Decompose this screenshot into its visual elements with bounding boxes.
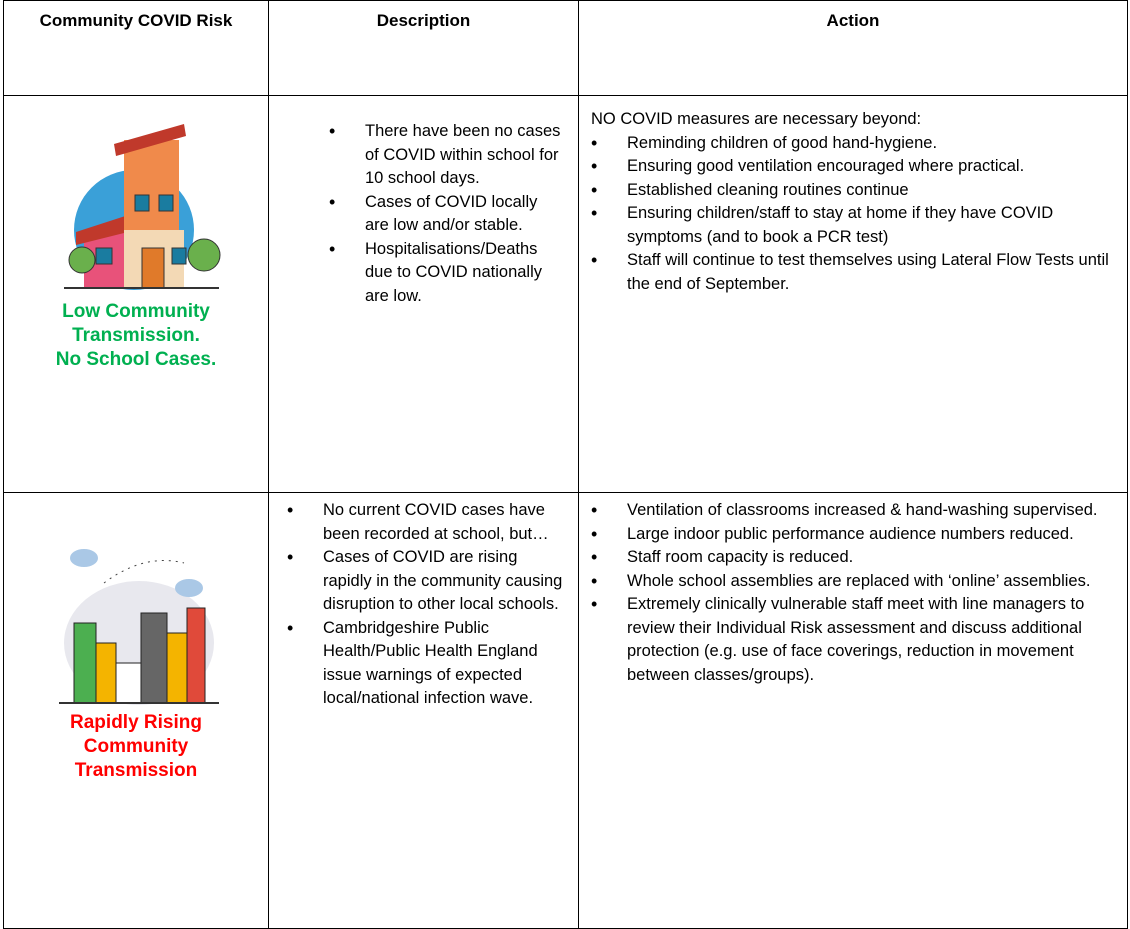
header-cell: Description [268,0,579,96]
risk-label: Low Community Transmission. No School Case… [4,300,268,372]
action-item: Staff room capacity is reduced. [591,546,1119,570]
action-item: Whole school assemblies are replaced wit… [591,570,1119,594]
action-item: Ventilation of classrooms increased & ha… [591,499,1119,523]
risk-line: Transmission [74,760,198,781]
city-icon [59,549,219,705]
action-intro: NO COVID measures are necessary beyond: [591,110,922,128]
action-item: Ensuring children/staff to stay at home … [591,202,1119,249]
description-item: Cambridgeshire Public Health/Public Heal… [287,617,570,711]
action-item: Ensuring good ventilation encouraged whe… [591,155,1119,179]
header-cell: Action [578,0,1128,96]
risk-label: Rapidly Rising Community Transmission [4,711,268,783]
risk-line: Low Community [62,301,210,322]
risk-line: Rapidly Rising [70,712,202,733]
description-cell: There have been no cases of COVID within… [268,95,579,493]
row: Rapidly Rising Community Transmission No c… [3,492,1128,929]
risk-cell: Rapidly Rising Community Transmission [3,492,269,929]
description-cell: No current COVID cases have been recorde… [268,492,579,929]
header-cell: Community COVID Risk [3,0,269,96]
action-item: Extremely clinically vulnerable staff me… [591,593,1119,687]
risk-line: No School Cases. [55,349,217,370]
risk-table: Community COVID Risk Description Action [3,0,1128,929]
action-item: Large indoor public performance audience… [591,523,1119,547]
action-item: Reminding children of good hand-hygiene. [591,132,1119,156]
action-item: Established cleaning routines continue [591,179,1119,203]
description-item: Cases of COVID locally are low and/or st… [329,191,562,238]
description-item: There have been no cases of COVID within… [329,120,562,191]
row: Low Community Transmission. No School Case… [3,95,1128,493]
action-cell: NO COVID measures are necessary beyond: … [578,95,1128,493]
house-icon [64,124,221,290]
description-item: No current COVID cases have been recorde… [287,499,570,546]
risk-cell: Low Community Transmission. No School Case… [3,95,269,493]
risk-line: Community [83,736,189,757]
action-cell: Ventilation of classrooms increased & ha… [578,492,1128,929]
risk-line: Transmission. [72,325,200,346]
description-item: Hospitalisations/Deaths due to COVID nat… [329,238,562,309]
header-row: Community COVID Risk Description Action [3,0,1128,96]
action-item: Staff will continue to test themselves u… [591,249,1119,296]
description-item: Cases of COVID are rising rapidly in the… [287,546,570,617]
